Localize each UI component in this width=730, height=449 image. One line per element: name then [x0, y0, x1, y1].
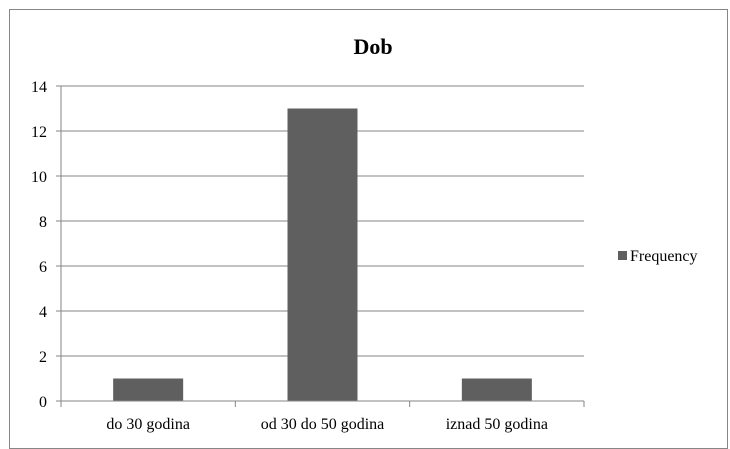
y-tick-label-6: 6 [39, 259, 47, 276]
y-axis-ticks: 0 2 4 6 8 10 12 14 [31, 79, 61, 411]
y-tick-label-4: 4 [39, 304, 47, 321]
legend-label-frequency: Frequency [630, 248, 698, 265]
x-tick-label-0: do 30 godina [106, 416, 190, 433]
y-tick-label-12: 12 [31, 124, 47, 141]
x-tick-label-1: od 30 do 50 godina [261, 416, 385, 433]
x-tick-label-2: iznad 50 godina [446, 416, 548, 433]
legend: Frequency [618, 248, 698, 265]
axes [60, 86, 584, 402]
bar-iznad-50-godina [461, 378, 532, 401]
y-tick-label-8: 8 [39, 214, 47, 231]
y-tick-label-0: 0 [39, 394, 47, 411]
bar-do-30-godina [113, 378, 184, 401]
y-tick-label-10: 10 [31, 169, 47, 186]
bars [113, 108, 532, 401]
x-axis-ticks: do 30 godina od 30 do 50 godina iznad 50 g… [60, 401, 585, 433]
y-tick-label-2: 2 [39, 349, 47, 366]
legend-swatch-frequency [618, 251, 627, 260]
y-tick-label-14: 14 [31, 79, 47, 96]
chart-frame [9, 9, 728, 449]
chart-title: Dob [353, 34, 392, 59]
bar-od-30-do-50-godina [287, 108, 358, 401]
